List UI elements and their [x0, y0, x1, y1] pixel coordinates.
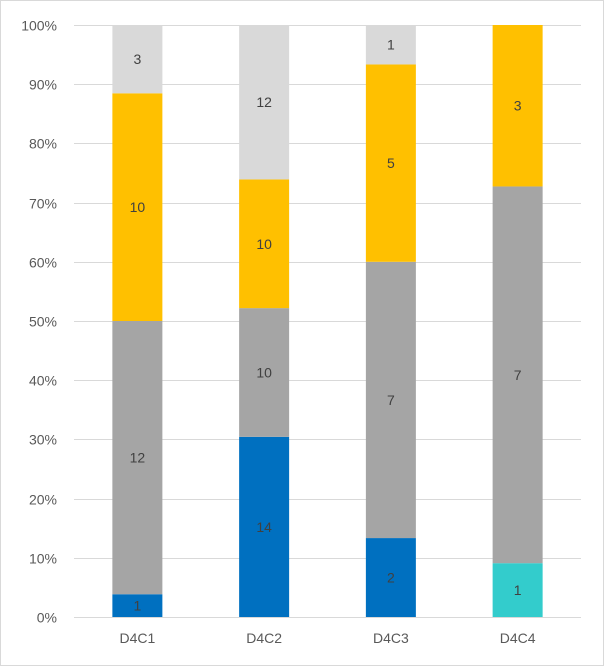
y-tick-label: 40%	[29, 373, 57, 389]
bar-segment	[112, 594, 163, 617]
data-label: 14	[256, 519, 272, 535]
y-tick-label: 100%	[21, 18, 57, 34]
bar-segment	[112, 25, 163, 94]
bar-segment	[492, 25, 543, 187]
data-label: 10	[256, 236, 272, 252]
data-label: 12	[130, 450, 146, 466]
y-tick-label: 10%	[29, 551, 57, 567]
y-tick-label: 0%	[37, 610, 57, 626]
x-tick-label: D4C2	[246, 630, 282, 646]
y-tick-label: 80%	[29, 136, 57, 152]
data-label: 7	[387, 392, 395, 408]
y-tick-label: 60%	[29, 255, 57, 271]
bar-segment	[365, 261, 416, 539]
x-tick-label: D4C3	[373, 630, 409, 646]
data-label: 12	[256, 94, 272, 110]
data-label: 7	[514, 367, 522, 383]
data-label: 1	[133, 598, 141, 614]
data-label: 1	[387, 37, 395, 53]
y-tick-label: 30%	[29, 432, 57, 448]
data-label: 10	[256, 364, 272, 380]
data-label: 2	[387, 570, 395, 586]
y-tick-label: 20%	[29, 492, 57, 508]
bar-segment	[365, 538, 416, 617]
x-tick-label: D4C1	[119, 630, 155, 646]
y-tick-label: 90%	[29, 77, 57, 93]
bar-segment	[365, 25, 416, 65]
data-label: 3	[514, 98, 522, 114]
bar-segment	[239, 308, 290, 437]
x-tick-label: D4C4	[500, 630, 536, 646]
data-label: 5	[387, 155, 395, 171]
bar-segment	[239, 25, 290, 180]
bar-segment	[239, 179, 290, 309]
bar-segment	[112, 321, 163, 595]
bar-segment	[239, 436, 290, 617]
bar-segment	[112, 93, 163, 321]
data-label: 3	[133, 51, 141, 67]
bar-segment	[365, 64, 416, 262]
bar-segment	[492, 563, 543, 617]
y-tick-label: 70%	[29, 196, 57, 212]
data-label: 1	[514, 582, 522, 598]
data-label: 10	[130, 199, 146, 215]
y-tick-label: 50%	[29, 314, 57, 330]
bar-segment	[492, 186, 543, 564]
